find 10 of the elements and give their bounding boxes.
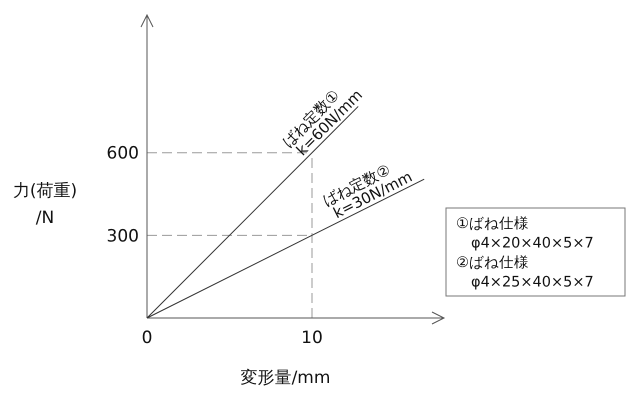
text: ①ばね仕様 — [456, 215, 529, 232]
y-tick-label: 600 — [106, 144, 139, 164]
y-axis-title: 力(荷重)/N — [12, 181, 78, 228]
text: φ4×25×40×5×7 — [471, 274, 594, 290]
x-tick-label: 0 — [142, 328, 152, 348]
text: φ4×20×40×5×7 — [471, 236, 594, 252]
text: ②ばね仕様 — [456, 254, 529, 271]
y-tick-label: 300 — [106, 226, 139, 246]
x-tick-label: 10 — [301, 328, 323, 348]
x-axis-title: 変形量/mm — [240, 368, 330, 388]
